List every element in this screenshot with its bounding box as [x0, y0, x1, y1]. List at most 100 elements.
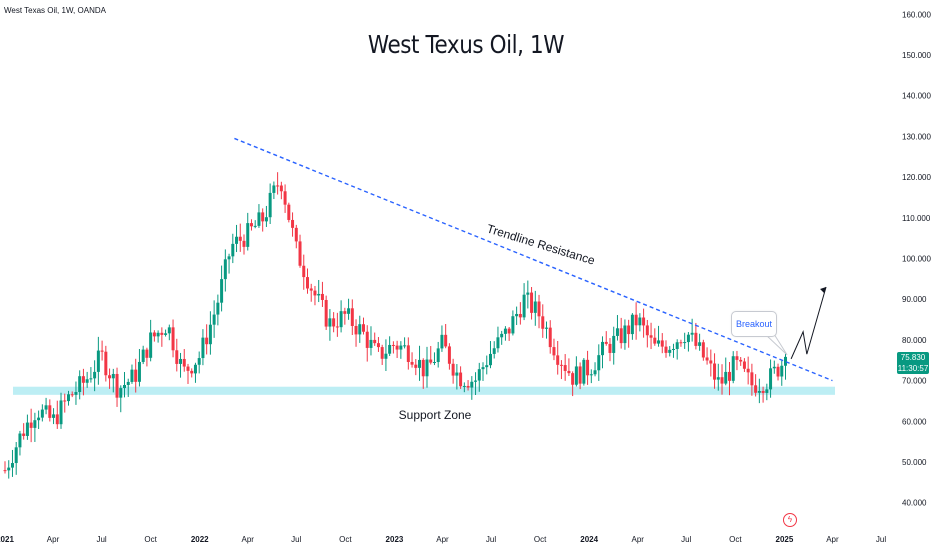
candle-body: [85, 379, 89, 383]
candle-down: [145, 347, 149, 367]
candle-body: [761, 390, 765, 393]
candle-body: [660, 340, 664, 347]
candle-down: [578, 362, 582, 390]
candle-up: [765, 383, 769, 401]
candle-up: [78, 370, 82, 400]
candle-up: [231, 233, 235, 264]
candle-body: [466, 385, 470, 388]
candle-down: [100, 340, 104, 361]
candle-body: [518, 313, 522, 318]
candle-body: [455, 372, 459, 376]
candle-body: [18, 433, 22, 448]
candle-body: [227, 256, 231, 260]
candle-up: [470, 376, 474, 400]
candle-body: [197, 358, 201, 365]
candle-body: [160, 332, 164, 335]
candle-down: [586, 350, 590, 385]
candle-up: [33, 412, 37, 442]
candle-up: [111, 368, 115, 393]
candle-down: [395, 340, 399, 358]
candle-up: [149, 319, 153, 362]
candle-body: [235, 236, 239, 244]
candle-down: [305, 268, 309, 294]
x-tick-label: Oct: [534, 535, 547, 544]
candle-body: [305, 277, 309, 289]
candle-body: [362, 324, 366, 332]
candle-body: [156, 332, 160, 337]
candle-down: [242, 234, 246, 255]
candle-down: [552, 338, 556, 361]
candle-down: [171, 319, 175, 358]
candle-body: [212, 314, 216, 325]
candle-down: [350, 299, 354, 336]
y-tick-label: 70.000: [902, 377, 927, 386]
candle-body: [298, 241, 302, 266]
candle-body: [425, 359, 429, 377]
last-price-value: 75.830: [900, 353, 926, 362]
candle-body: [541, 316, 545, 329]
candle-body: [511, 316, 515, 334]
candle-up: [582, 358, 586, 386]
candle-body: [164, 333, 168, 335]
candle-up: [500, 330, 504, 345]
candle-body: [474, 380, 478, 382]
candle-body: [74, 392, 78, 395]
candle-down: [447, 343, 451, 370]
candle-down: [182, 349, 186, 372]
candle-body: [175, 350, 179, 364]
candle-up: [784, 352, 788, 380]
candle-body: [727, 371, 731, 381]
candle-down: [365, 325, 369, 362]
candle-body: [63, 400, 67, 402]
candle-body: [556, 355, 560, 365]
lightning-icon[interactable]: ϟ: [783, 513, 797, 527]
candle-up: [7, 460, 11, 479]
candle-body: [671, 348, 675, 350]
candle-up: [89, 367, 93, 383]
candle-down: [567, 358, 571, 377]
candle-body: [141, 349, 145, 362]
candle-up: [369, 326, 373, 356]
candle-body: [376, 343, 380, 348]
candle-body: [552, 347, 556, 356]
candle-body: [264, 217, 268, 222]
candle-down: [563, 354, 567, 381]
candle-body: [784, 356, 788, 366]
candle-body: [746, 368, 750, 373]
candle-down: [287, 202, 291, 223]
candle-body: [713, 363, 717, 380]
candle-body: [380, 347, 384, 359]
candle-down: [530, 287, 534, 320]
candle-body: [33, 420, 37, 428]
candle-down: [754, 374, 758, 397]
candle-body: [701, 342, 705, 358]
candle-up: [384, 339, 388, 372]
candle-body: [578, 366, 582, 384]
candle-up: [227, 253, 231, 274]
candle-up: [698, 333, 702, 351]
candle-up: [388, 336, 392, 357]
x-tick-label: 2024: [580, 535, 598, 544]
candle-body: [130, 369, 134, 382]
candle-up: [167, 324, 171, 341]
candle-up: [522, 283, 526, 321]
candle-up: [235, 224, 239, 253]
candle-body: [735, 356, 739, 360]
candle-body: [7, 467, 11, 471]
candle-body: [686, 334, 690, 343]
candle-up: [44, 397, 48, 415]
candle-body: [335, 326, 339, 328]
x-tick-label: Jul: [876, 535, 886, 544]
candle-down: [108, 368, 112, 389]
candle-body: [261, 212, 265, 222]
candle-up: [683, 332, 687, 349]
candle-down: [739, 357, 743, 366]
candle-body: [171, 327, 175, 351]
candle-up: [403, 337, 407, 349]
candle-body: [432, 362, 436, 364]
x-tick-label: Apr: [631, 535, 644, 544]
candle-body: [216, 302, 220, 315]
candle-up: [201, 329, 205, 366]
x-tick-label: Apr: [826, 535, 839, 544]
